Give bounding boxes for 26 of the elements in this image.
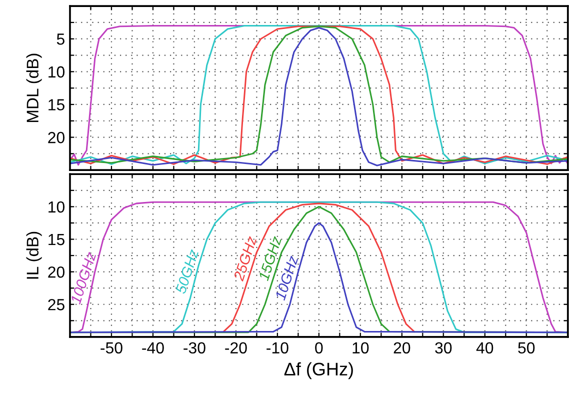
x-axis-title: Δf (GHz) [284, 362, 353, 380]
y-tick-label: 15 [48, 234, 64, 246]
line-series [222, 202, 416, 332]
x-tick-label: -10 [266, 342, 288, 354]
y-axis-title: MDL (dB) [26, 54, 42, 122]
text: 100GHz [70, 251, 96, 305]
text: 25GHz [233, 235, 257, 282]
x-tick-label: 0 [315, 342, 323, 354]
x-tick-label: 10 [352, 342, 369, 354]
x-tick-label: 20 [394, 342, 410, 354]
x-tick-label: -30 [184, 342, 206, 354]
text: 50GHz [175, 248, 199, 294]
y-axis-title: IL (dB) [26, 232, 42, 279]
y-tick-label: 20 [48, 132, 65, 144]
x-tick-label: -50 [100, 342, 122, 354]
x-tick-label: -20 [225, 342, 247, 354]
x-tick-label: 40 [476, 342, 494, 354]
x-tick-label: 50 [518, 342, 535, 354]
y-tick-label: 15 [48, 99, 64, 110]
x-tick-label: -40 [142, 342, 164, 354]
x-tick-label: 30 [435, 342, 452, 354]
y-tick-label: 25 [48, 299, 64, 310]
y-tick-label: 10 [48, 201, 65, 213]
y-tick-label: 20 [48, 266, 65, 278]
y-tick-label: 10 [48, 66, 65, 78]
y-tick-label: 5 [56, 34, 64, 45]
